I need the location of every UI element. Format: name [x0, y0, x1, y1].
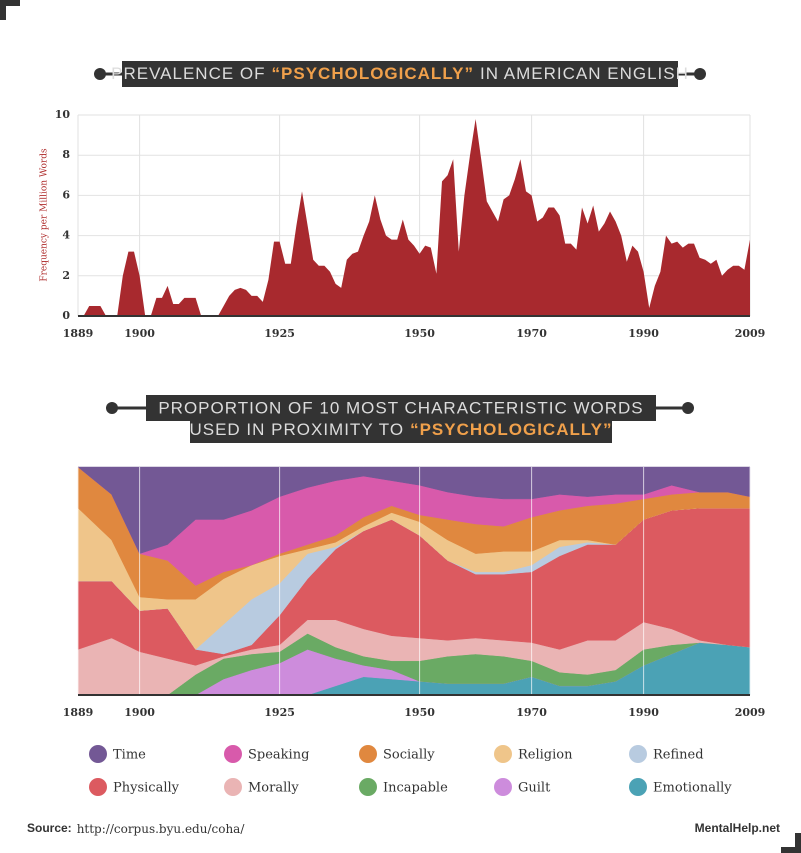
y-tick-label: 10	[55, 108, 71, 121]
banner-knob	[694, 68, 706, 80]
legend-swatch	[224, 778, 242, 796]
x-tick-label: 1925	[264, 327, 295, 340]
y-tick-label: 6	[62, 188, 70, 201]
banner-knob	[682, 402, 694, 414]
legend-label: Time	[113, 748, 146, 763]
x-tick-label: 1889	[63, 706, 94, 719]
legend-label: Socially	[383, 748, 435, 763]
legend-swatch	[629, 745, 647, 763]
x-tick-label: 2009	[735, 327, 766, 340]
banner-knob	[106, 402, 118, 414]
legend-label: Guilt	[518, 781, 551, 796]
legend-swatch	[359, 745, 377, 763]
title-banner: PROPORTION OF 10 MOST CHARACTERISTIC WOR…	[106, 395, 694, 443]
legend-swatch	[89, 745, 107, 763]
y-tick-label: 4	[62, 229, 70, 242]
title-banner: PREVALENCE OF “PSYCHOLOGICALLY” IN AMERICA…	[94, 61, 706, 87]
y-tick-label: 2	[62, 269, 70, 282]
legend-swatch	[494, 778, 512, 796]
x-tick-label: 1950	[404, 706, 435, 719]
title-highlight: “PSYCHOLOGICALLY”	[272, 64, 474, 83]
legend-swatch	[359, 778, 377, 796]
title-part: USED IN PROXIMITY TO	[189, 420, 404, 439]
x-tick-label: 1970	[516, 706, 547, 719]
x-tick-label: 1990	[628, 706, 659, 719]
legend-label: Refined	[653, 748, 704, 763]
x-tick-label: 1925	[264, 706, 295, 719]
area	[78, 119, 750, 317]
title-part: PREVALENCE OF	[111, 64, 265, 83]
corner-bracket	[781, 833, 801, 853]
legend-label: Emotionally	[653, 781, 732, 796]
source-url: http://corpus.byu.edu/coha/	[77, 822, 246, 836]
x-tick-label: 1950	[404, 327, 435, 340]
legend-swatch	[494, 745, 512, 763]
title-part: IN AMERICAN ENGLISH	[480, 64, 689, 83]
source: Source: http://corpus.byu.edu/coha/	[27, 821, 245, 835]
legend-label: Physically	[113, 781, 180, 796]
banner-knob	[94, 68, 106, 80]
banner-box	[146, 395, 656, 421]
title-highlight: “PSYCHOLOGICALLY”	[410, 420, 612, 439]
x-tick-label: 1900	[124, 706, 155, 719]
x-tick-label: 1970	[516, 327, 547, 340]
x-tick-label: 1990	[628, 327, 659, 340]
y-axis-label: Frequency per Million Words	[40, 148, 50, 282]
legend-label: Incapable	[383, 781, 448, 796]
x-tick-label: 1900	[124, 327, 155, 340]
x-tick-label: 1889	[63, 327, 94, 340]
chart-title: PROPORTION OF 10 MOST CHARACTERISTIC WOR…	[158, 398, 643, 417]
brand: MentalHelp.net	[695, 821, 780, 835]
legend-swatch	[629, 778, 647, 796]
banner-box	[190, 420, 612, 443]
source-label: Source:	[27, 821, 72, 835]
chart-title: PREVALENCE OF “PSYCHOLOGICALLY” IN AMERICA…	[111, 64, 689, 83]
x-tick-label: 2009	[735, 706, 766, 719]
chart-title: USED IN PROXIMITY TO “PSYCHOLOGICALLY”	[189, 420, 612, 439]
legend-swatch	[89, 778, 107, 796]
legend-label: Religion	[518, 748, 573, 763]
corner-bracket	[0, 0, 20, 20]
legend-label: Speaking	[248, 748, 309, 763]
plots: 0 2 4 6 8 10 1889 1900 1925 1950 1970 1990 2009 Time S…	[55, 108, 766, 796]
y-tick-label: 0	[62, 309, 70, 322]
legend-label: Morally	[248, 781, 299, 796]
banner-box	[122, 61, 678, 87]
legend-swatch	[224, 745, 242, 763]
y-tick-label: 8	[62, 148, 70, 161]
